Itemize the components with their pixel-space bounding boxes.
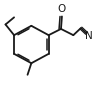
- Text: N: N: [85, 31, 93, 41]
- Text: O: O: [57, 4, 66, 14]
